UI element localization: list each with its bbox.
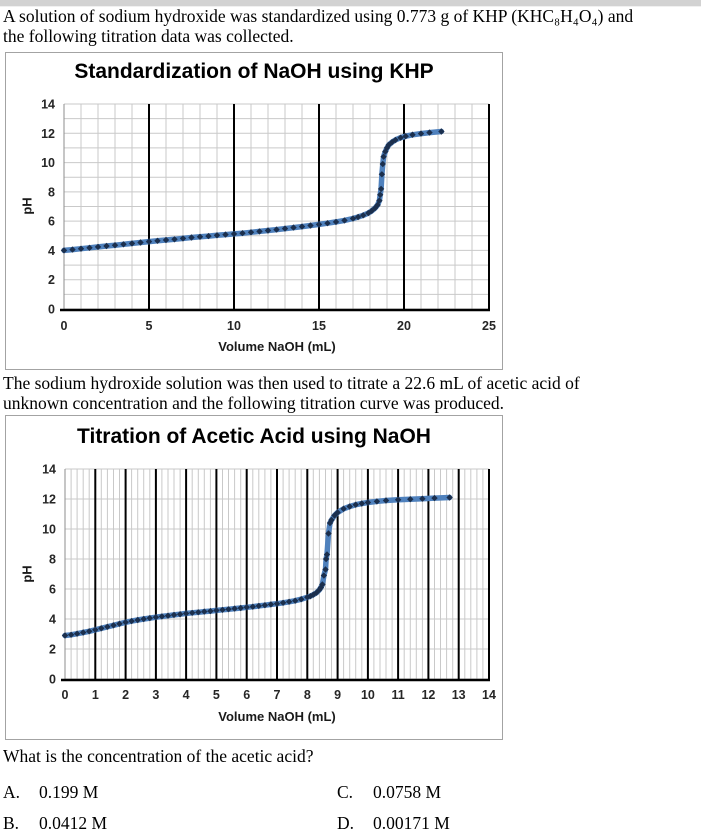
svg-text:13: 13 [452, 688, 466, 702]
svg-text:15: 15 [312, 319, 326, 333]
svg-text:5: 5 [146, 319, 153, 333]
choice-a-letter: A. [3, 782, 21, 802]
svg-text:0: 0 [61, 319, 68, 333]
svg-text:12: 12 [41, 127, 55, 141]
svg-text:2: 2 [49, 643, 56, 657]
svg-text:10: 10 [42, 523, 56, 537]
choice-d-value: 0.00171 M [373, 813, 450, 833]
svg-text:4: 4 [49, 613, 56, 627]
choice-a: A. 0.199 M [3, 782, 337, 803]
svg-text:14: 14 [41, 98, 55, 112]
svg-text:10: 10 [41, 156, 55, 170]
chart2-title: Titration of Acetic Acid using NaOH [77, 425, 431, 448]
svg-text:4: 4 [183, 688, 190, 702]
chart-acetic-acid-titration: Titration of Acetic Acid using NaOH pH 0… [5, 415, 503, 740]
window-top-strip [0, 0, 701, 7]
transition-line-1: The sodium hydroxide solution was then u… [3, 373, 580, 393]
answer-choices: A. 0.199 M C. 0.0758 M B. 0.0412 M D. 0.0017… [3, 782, 450, 834]
svg-text:4: 4 [48, 244, 55, 258]
svg-text:1: 1 [92, 688, 99, 702]
svg-text:8: 8 [304, 688, 311, 702]
svg-text:10: 10 [227, 319, 241, 333]
choice-a-value: 0.199 M [39, 782, 99, 802]
choice-b: B. 0.0412 M [3, 813, 337, 834]
transition-line-2: unknown concentration and the following … [3, 392, 505, 413]
chart1-title: Standardization of NaOH using KHP [74, 60, 434, 83]
choice-c-letter: C. [337, 782, 354, 802]
choice-d-letter: D. [337, 813, 355, 833]
svg-text:0: 0 [48, 303, 55, 317]
choice-c: C. 0.0758 M [337, 782, 450, 803]
question-text: What is the concentration of the acetic … [3, 746, 314, 766]
svg-text:12: 12 [42, 493, 56, 507]
svg-text:5: 5 [213, 688, 220, 702]
svg-text:0: 0 [49, 673, 56, 687]
svg-text:10: 10 [361, 688, 375, 702]
svg-text:9: 9 [334, 688, 341, 702]
svg-text:2: 2 [48, 273, 55, 287]
svg-text:25: 25 [482, 319, 496, 333]
chart1-x-axis-title: Volume NaOH (mL) [218, 339, 336, 354]
svg-text:12: 12 [421, 688, 435, 702]
svg-text:14: 14 [482, 688, 496, 702]
svg-text:14: 14 [42, 463, 56, 477]
choice-b-letter: B. [3, 813, 20, 833]
intro-line-2: the following titration data was collect… [3, 25, 294, 46]
chart1-plot-area: 0 5 10 15 20 25 0 2 4 6 8 10 12 14 [41, 98, 496, 334]
transition-paragraph: The sodium hydroxide solution was then u… [3, 373, 580, 413]
svg-text:0: 0 [62, 688, 69, 702]
choice-c-value: 0.0758 M [373, 782, 442, 802]
svg-text:7: 7 [274, 688, 281, 702]
svg-text:2: 2 [122, 688, 129, 702]
choice-d: D. 0.00171 M [337, 813, 450, 834]
svg-text:8: 8 [48, 185, 55, 199]
svg-text:6: 6 [49, 583, 56, 597]
svg-text:8: 8 [49, 553, 56, 567]
svg-text:11: 11 [391, 688, 404, 702]
intro-line-1: A solution of sodium hydroxide was stand… [3, 6, 634, 26]
intro-paragraph: A solution of sodium hydroxide was stand… [3, 6, 634, 46]
chart2-x-axis-title: Volume NaOH (mL) [218, 709, 336, 724]
svg-text:3: 3 [152, 688, 159, 702]
svg-text:6: 6 [243, 688, 250, 702]
svg-text:20: 20 [397, 319, 411, 333]
choice-b-value: 0.0412 M [39, 813, 108, 833]
svg-text:6: 6 [48, 215, 55, 229]
